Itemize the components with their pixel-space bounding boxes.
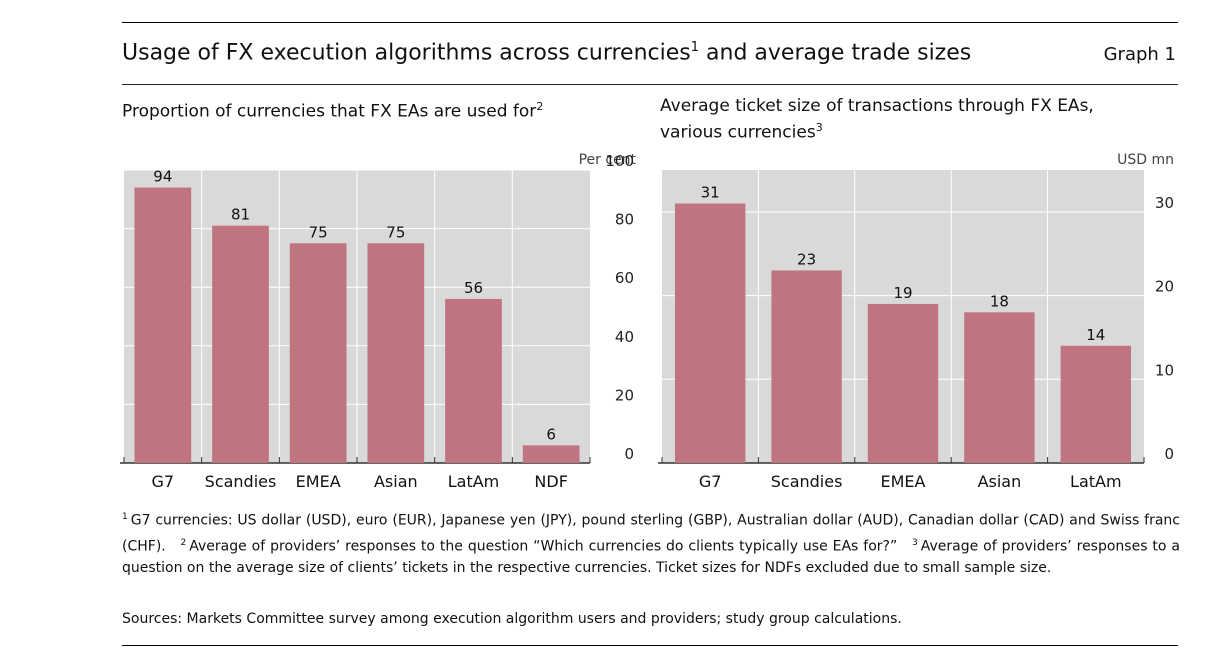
data-label: 18 [990,292,1009,310]
x-tick-label: LatAm [448,472,500,491]
sources-note: Sources: Markets Committee survey among … [122,611,902,627]
top-rule [122,22,1178,23]
y-tick-label: 60 [615,269,634,287]
footnote-3: Average of providers’ responses to a que… [122,538,1180,577]
data-label: 31 [701,183,720,201]
y-axis-unit-label: USD mn [1117,152,1174,168]
y-tick-label: 10 [1155,361,1174,379]
data-label: 14 [1086,326,1105,344]
footnote-2: Average of providers’ responses to the q… [189,538,898,555]
y-tick-label: 20 [1155,278,1174,296]
data-label: 23 [797,250,816,268]
x-tick-label: EMEA [296,472,341,491]
bar-g7 [675,203,746,463]
bar-emea [289,243,347,463]
x-tick-label: Asian [978,472,1022,491]
graph-number: Graph 1 [1103,44,1176,65]
bar-latam [445,298,502,463]
y-tick-label: 40 [615,328,634,346]
x-tick-label: Asian [374,472,418,491]
y-tick-label: 80 [615,211,634,229]
bar-latam [1060,345,1131,463]
footnotes: 1 G7 currencies: US dollar (USD), euro (E… [122,512,1180,577]
left-bar-chart: Per cent 0 20 40 60 80 100 94 G7 81 Scandies 75 EMEA… [120,152,637,491]
data-label: 81 [231,206,250,224]
y-tick-label: 30 [1155,194,1174,212]
data-label: 75 [309,223,328,241]
y-tick-label: 0 [624,445,634,463]
bar-asian [367,243,425,463]
bar-asian [964,312,1035,463]
footnote-1: G7 currencies: US dollar (USD), euro (EU… [122,512,1180,555]
x-tick-label: Scandies [771,472,843,491]
x-tick-label: G7 [699,472,722,491]
data-label: 56 [464,279,483,297]
header-rule [122,84,1178,85]
y-axis-unit-label: Per cent [579,152,637,168]
x-tick-label: Scandies [205,472,277,491]
y-tick-label: 100 [605,152,634,170]
y-tick-label: 20 [615,386,634,404]
bar-scandies [771,270,842,463]
x-tick-label: NDF [534,472,568,491]
data-label: 94 [153,168,172,186]
bottom-rule [122,645,1178,646]
left-panel-title: Proportion of currencies that FX EAs are… [122,100,544,122]
data-label: 6 [546,425,556,443]
bar-emea [867,303,939,463]
bar-ndf [522,445,580,463]
x-tick-label: LatAm [1070,472,1122,491]
bar-scandies [212,225,269,463]
x-tick-label: EMEA [881,472,926,491]
bar-g7 [134,187,192,463]
x-tick-label: G7 [152,472,175,491]
graph-title: Usage of FX execution algorithms across … [122,40,972,66]
right-panel-title: Average ticket size of transactions thro… [660,96,1094,143]
right-bar-chart: USD mn 0 10 20 30 31 G7 23 Scandies 19 EMEA 18 Asian… [658,152,1174,491]
y-tick-label: 0 [1164,445,1174,463]
data-label: 19 [893,284,912,302]
data-label: 75 [386,223,405,241]
